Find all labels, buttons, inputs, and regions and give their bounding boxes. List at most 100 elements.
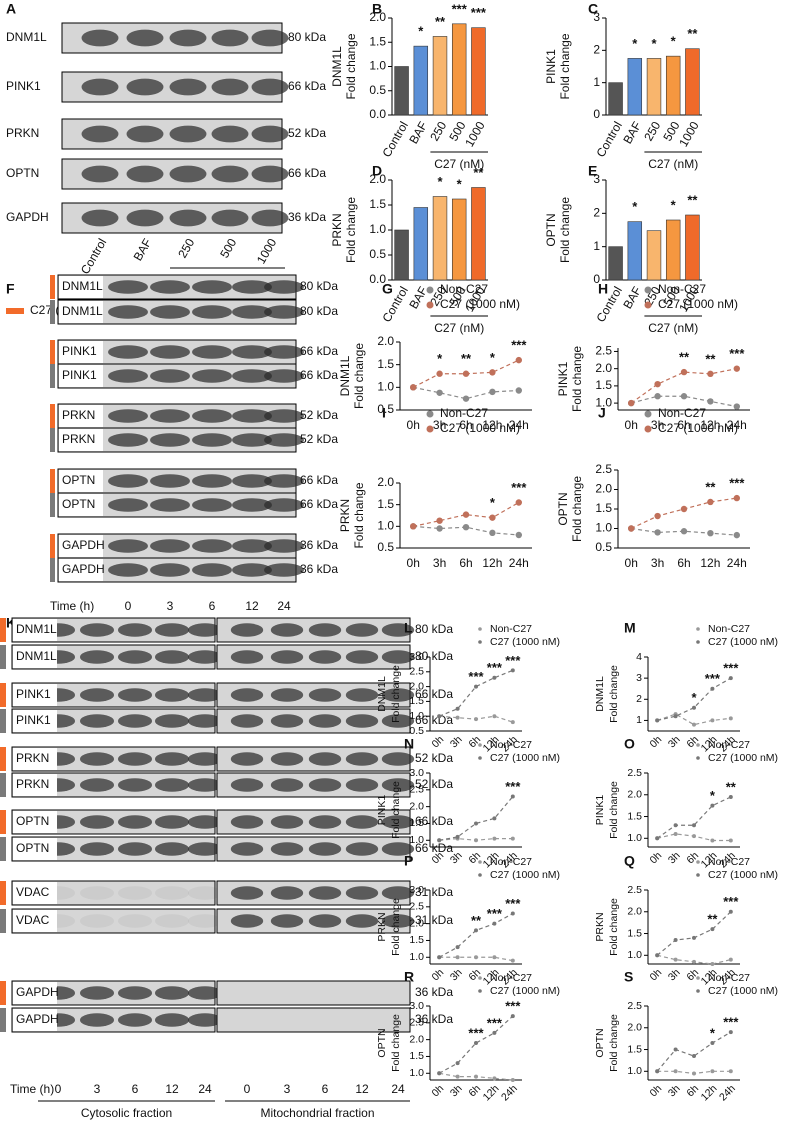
y-tick-label: 1.0: [369, 59, 386, 73]
group-marker: [0, 645, 6, 669]
y-axis-label: Fold change: [608, 665, 620, 723]
point: [654, 512, 661, 520]
kda-label: 31 kDa: [415, 913, 453, 927]
blot-band: [192, 498, 232, 512]
point: [733, 494, 740, 502]
significance: ***: [505, 779, 521, 794]
point: [710, 686, 715, 691]
blot-band: [308, 714, 342, 728]
point: [474, 684, 478, 689]
blot-band: [108, 474, 148, 488]
y-tick-label: 0.5: [377, 402, 394, 416]
y-axis-label: PRKN: [594, 912, 606, 941]
significance: *: [632, 36, 638, 51]
blot-band: [150, 409, 190, 423]
blot-band: [270, 815, 304, 829]
point: [515, 499, 522, 506]
kda-label: 66 kDa: [415, 687, 453, 701]
y-axis-label: Fold change: [352, 482, 366, 548]
blot-band: [230, 623, 264, 637]
blot-band: [230, 752, 264, 766]
protein-label: OPTN: [16, 841, 49, 855]
blot-band: [264, 345, 304, 359]
point: [436, 517, 443, 524]
x-tick-label: 6h: [466, 1082, 483, 1099]
blot-band: [308, 886, 342, 900]
blot-band: [81, 209, 119, 227]
panel-letter: A: [6, 1, 16, 17]
blot-band: [154, 714, 190, 728]
blot-band: [169, 29, 207, 47]
blot-band: [117, 1013, 153, 1027]
blot-band: [232, 409, 272, 423]
kda-label: 66 kDa: [288, 79, 326, 93]
group-marker: [0, 1008, 6, 1032]
y-tick-label: 0: [593, 107, 600, 121]
x-tick-label: 0h: [625, 418, 638, 432]
significance: **: [473, 165, 484, 180]
protein-label: OPTN: [16, 814, 49, 828]
series-line: [413, 501, 520, 527]
protein-label: PRKN: [6, 126, 39, 140]
protein-label: PINK1: [62, 344, 97, 358]
blot-band: [117, 623, 153, 637]
group-label: C27 (nM): [648, 157, 698, 171]
point: [474, 1074, 478, 1079]
blot-band: [251, 29, 289, 47]
group-marker: [50, 469, 55, 493]
legend-marker: [644, 425, 652, 433]
blot-band: [187, 688, 223, 702]
group-marker: [50, 340, 55, 364]
blot-band: [117, 752, 153, 766]
point: [515, 531, 522, 539]
legend-label: C27 (1000 nM): [440, 297, 520, 311]
x-tick-label: 24h: [499, 1082, 520, 1103]
x-tick-label: 0h: [407, 556, 420, 570]
series-line: [630, 368, 737, 404]
point: [728, 909, 733, 914]
label-bg: [13, 774, 57, 796]
y-tick-label: 2.0: [409, 1033, 424, 1045]
blot-band: [211, 78, 249, 96]
point: [436, 370, 443, 377]
blot-band: [187, 623, 223, 637]
blot-band: [150, 305, 190, 319]
kda-label: 66 kDa: [415, 713, 453, 727]
point: [489, 369, 496, 376]
blot-band: [211, 165, 249, 183]
point: [492, 714, 497, 719]
point: [492, 816, 497, 821]
lane-label: 3: [94, 1082, 101, 1096]
point: [710, 1069, 715, 1074]
bar: [432, 36, 448, 116]
point: [628, 399, 635, 407]
bar: [665, 55, 681, 116]
group-marker: [0, 709, 6, 733]
protein-label: DNM1L: [62, 304, 103, 318]
point: [692, 1054, 696, 1059]
legend-label: Non-C27: [490, 739, 532, 751]
y-tick-label: 3.0: [409, 1000, 424, 1012]
y-tick-label: 1.0: [409, 1067, 424, 1079]
blot-band: [81, 29, 119, 47]
blot-band: [154, 886, 190, 900]
blot-band: [345, 714, 379, 728]
blot-box: [216, 1007, 411, 1033]
point: [410, 384, 417, 391]
legend-marker: [478, 976, 482, 980]
y-tick-label: 1: [636, 714, 642, 726]
blot-band: [192, 563, 232, 577]
blot-band: [270, 886, 304, 900]
bar: [451, 23, 467, 116]
bar: [665, 219, 681, 281]
point: [710, 1041, 715, 1045]
point: [680, 368, 688, 376]
point: [455, 1074, 460, 1079]
y-axis-label: Fold change: [390, 665, 402, 723]
blot-band: [345, 650, 379, 664]
label-bg: [13, 982, 57, 1004]
blot-band: [117, 886, 153, 900]
blot-band: [108, 433, 148, 447]
blot-band: [232, 539, 272, 553]
